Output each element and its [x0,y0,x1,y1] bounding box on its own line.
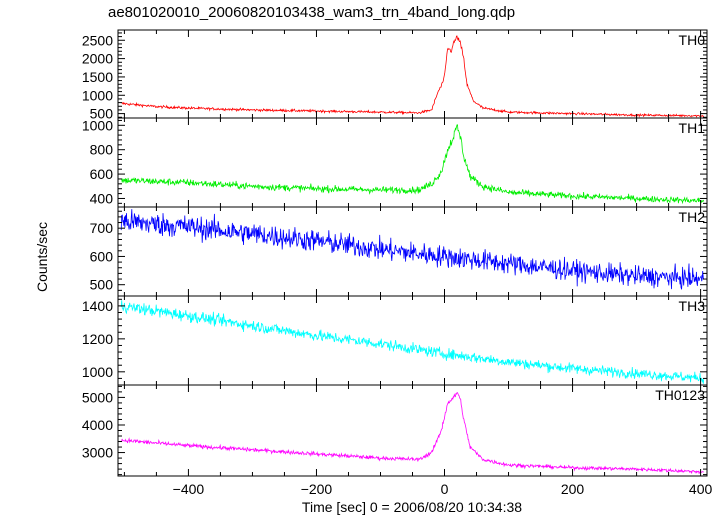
panel-th2: 500 600 700 TH2 [90,206,708,297]
x-axis-label: Time [sec] 0 = 2006/08/20 10:34:38 [302,499,522,515]
y-tick-label: 4000 [82,417,113,433]
y-tick-label: 500 [90,277,114,293]
chart-title: ae801020010_20060820103438_wam3_trn_4ban… [108,4,516,21]
y-tick-label: 5000 [82,389,113,405]
y-tick-label: 1000 [82,87,113,103]
y-tick-label: 600 [90,166,114,182]
panel-th3: 1000 1200 1400 TH3 [82,295,708,386]
y-tick-label: 1400 [82,298,113,314]
series-label-th0123: TH0123 [655,387,705,403]
x-tick-label: 0 [441,481,449,497]
panel-th1: 400 600 800 1000 TH1 [82,117,708,208]
y-tick-label: 2500 [82,32,113,48]
series-line-th1 [120,124,705,205]
y-axis-label: Counts/sec [34,222,50,292]
x-tick-label: −400 [173,481,205,497]
panel-frame [117,29,708,119]
series-label-th1: TH1 [679,120,706,136]
series-label-th3: TH3 [679,298,706,314]
series-line-th2 [120,209,705,290]
y-tick-label: 800 [90,142,114,158]
panel-frame [117,117,708,208]
y-tick-label: 500 [90,106,114,122]
y-tick-label: 1000 [82,117,113,133]
y-tick-label: 1500 [82,69,113,85]
y-tick-label: 700 [90,220,114,236]
panel-th0123: 3000 4000 5000 TH0123 [82,384,708,477]
y-tick-label: 400 [90,190,114,206]
x-tick-label: −200 [301,481,333,497]
y-tick-label: 1200 [82,331,113,347]
series-line-th3 [120,300,705,384]
y-tick-label: 1000 [82,364,113,380]
y-tick-label: 2000 [82,51,113,67]
panel-th0: 500 1000 1500 2000 2500 TH0 [82,29,708,122]
series-label-th2: TH2 [679,209,706,225]
x-axis: −400 −200 0 200 400 [173,481,713,497]
x-tick-label: 400 [689,481,713,497]
series-line-th0123 [120,392,705,474]
series-label-th0: TH0 [679,32,706,48]
y-tick-label: 600 [90,248,114,264]
panel-frame [117,384,708,477]
y-tick-label: 3000 [82,445,113,461]
series-line-th0 [121,35,705,118]
x-tick-label: 200 [561,481,585,497]
